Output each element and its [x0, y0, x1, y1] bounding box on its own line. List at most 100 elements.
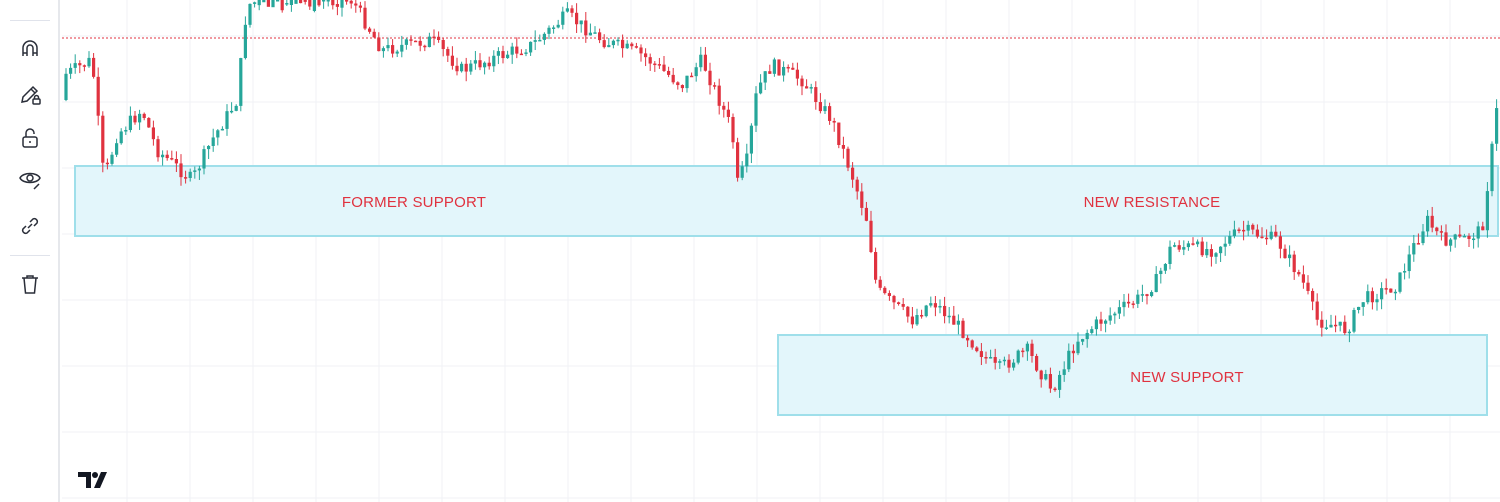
candle-body — [138, 113, 142, 123]
candle-body — [335, 4, 339, 7]
candle-body — [966, 337, 970, 341]
candle-body — [754, 93, 758, 126]
candle-body — [414, 40, 418, 43]
candle-body — [381, 48, 385, 52]
candle-body — [115, 143, 119, 155]
candle-body — [368, 28, 372, 32]
candle-body — [556, 24, 560, 28]
candle-body — [749, 125, 753, 154]
candle-body — [639, 47, 643, 54]
candle-body — [1173, 245, 1177, 247]
candle-body — [262, 0, 266, 3]
candle-body — [299, 0, 303, 4]
candle-body — [174, 158, 178, 164]
candle-body — [1403, 271, 1407, 273]
candle-body — [1012, 362, 1016, 368]
candle-body — [1449, 239, 1453, 246]
candle-body — [579, 20, 583, 25]
candle-body — [1168, 246, 1172, 264]
tradingview-logo[interactable] — [78, 470, 114, 490]
candle-body — [795, 69, 799, 79]
candle-body — [1366, 291, 1370, 303]
candle-body — [929, 303, 933, 306]
trash-icon[interactable] — [14, 268, 46, 300]
candle-body — [851, 167, 855, 180]
candle-body — [611, 40, 615, 46]
candle-body — [234, 105, 238, 111]
candle-body — [1237, 229, 1241, 231]
candle-body — [837, 122, 841, 145]
candle-body — [1393, 291, 1397, 294]
candle-body — [220, 128, 224, 131]
candle-body — [326, 0, 330, 2]
candle-body — [73, 63, 77, 68]
candle-body — [1412, 243, 1416, 255]
candle-body — [694, 67, 698, 77]
candle-body — [529, 41, 533, 53]
candle-body — [510, 46, 514, 55]
candle-body — [874, 252, 878, 280]
candle-body — [1016, 350, 1020, 363]
candle-body — [1389, 288, 1393, 293]
candle-body — [1104, 320, 1108, 324]
candle-body — [377, 37, 381, 52]
chart-pane[interactable]: FORMER SUPPORT NEW RESISTANCE NEW SUPPOR… — [62, 0, 1500, 502]
candle-body — [657, 64, 661, 66]
candle-body — [1127, 301, 1131, 304]
candle-body — [354, 3, 358, 6]
candle-body — [703, 54, 707, 71]
candle-body — [1481, 226, 1485, 231]
candle-body — [975, 347, 979, 352]
candle-body — [1145, 294, 1149, 297]
candle-body — [188, 171, 192, 178]
candle-body — [860, 191, 864, 208]
candle-body — [662, 64, 666, 71]
candle-body — [818, 102, 822, 112]
candle-body — [1200, 241, 1204, 256]
candle-body — [386, 45, 390, 49]
price-chart[interactable]: FORMER SUPPORT NEW RESISTANCE NEW SUPPOR… — [62, 0, 1500, 502]
candle-body — [1269, 231, 1273, 239]
candle-body — [648, 57, 652, 64]
unlock-icon[interactable] — [14, 122, 46, 154]
candle-body — [1311, 290, 1315, 302]
candle-body — [161, 154, 165, 158]
candle-body — [1113, 313, 1117, 316]
new-support-zone[interactable] — [777, 334, 1488, 416]
candle-body — [110, 154, 114, 164]
eye-icon[interactable] — [14, 163, 46, 195]
candle-body — [1140, 294, 1144, 296]
candle-body — [584, 20, 588, 36]
candle-body — [211, 137, 215, 146]
candle-body — [322, 0, 326, 2]
candle-body — [759, 82, 763, 94]
candle-body — [947, 315, 951, 318]
candle-body — [1219, 246, 1223, 254]
candle-body — [736, 142, 740, 178]
candle-body — [1334, 324, 1338, 327]
pencil-lock-icon[interactable] — [14, 78, 46, 110]
link-icon[interactable] — [14, 210, 46, 242]
candle-body — [1071, 350, 1075, 354]
candle-body — [469, 63, 473, 72]
candle-body — [786, 66, 790, 69]
candle-body — [1306, 282, 1310, 291]
candle-body — [731, 116, 735, 143]
candle-body — [740, 166, 744, 178]
candle-body — [216, 130, 220, 138]
candle-body — [1278, 236, 1282, 249]
candle-body — [1453, 234, 1457, 240]
candle-body — [855, 179, 859, 192]
candle-body — [248, 3, 252, 25]
candle-body — [142, 113, 146, 119]
candle-body — [708, 70, 712, 86]
candle-body — [78, 63, 82, 66]
candle-body — [1485, 191, 1489, 231]
candle-body — [506, 54, 510, 59]
candle-body — [156, 139, 160, 158]
candle-body — [1361, 302, 1365, 307]
candle-body — [230, 110, 234, 113]
former-support-zone[interactable] — [74, 165, 1499, 237]
candle-body — [653, 63, 657, 66]
magnet-icon[interactable] — [14, 33, 46, 65]
